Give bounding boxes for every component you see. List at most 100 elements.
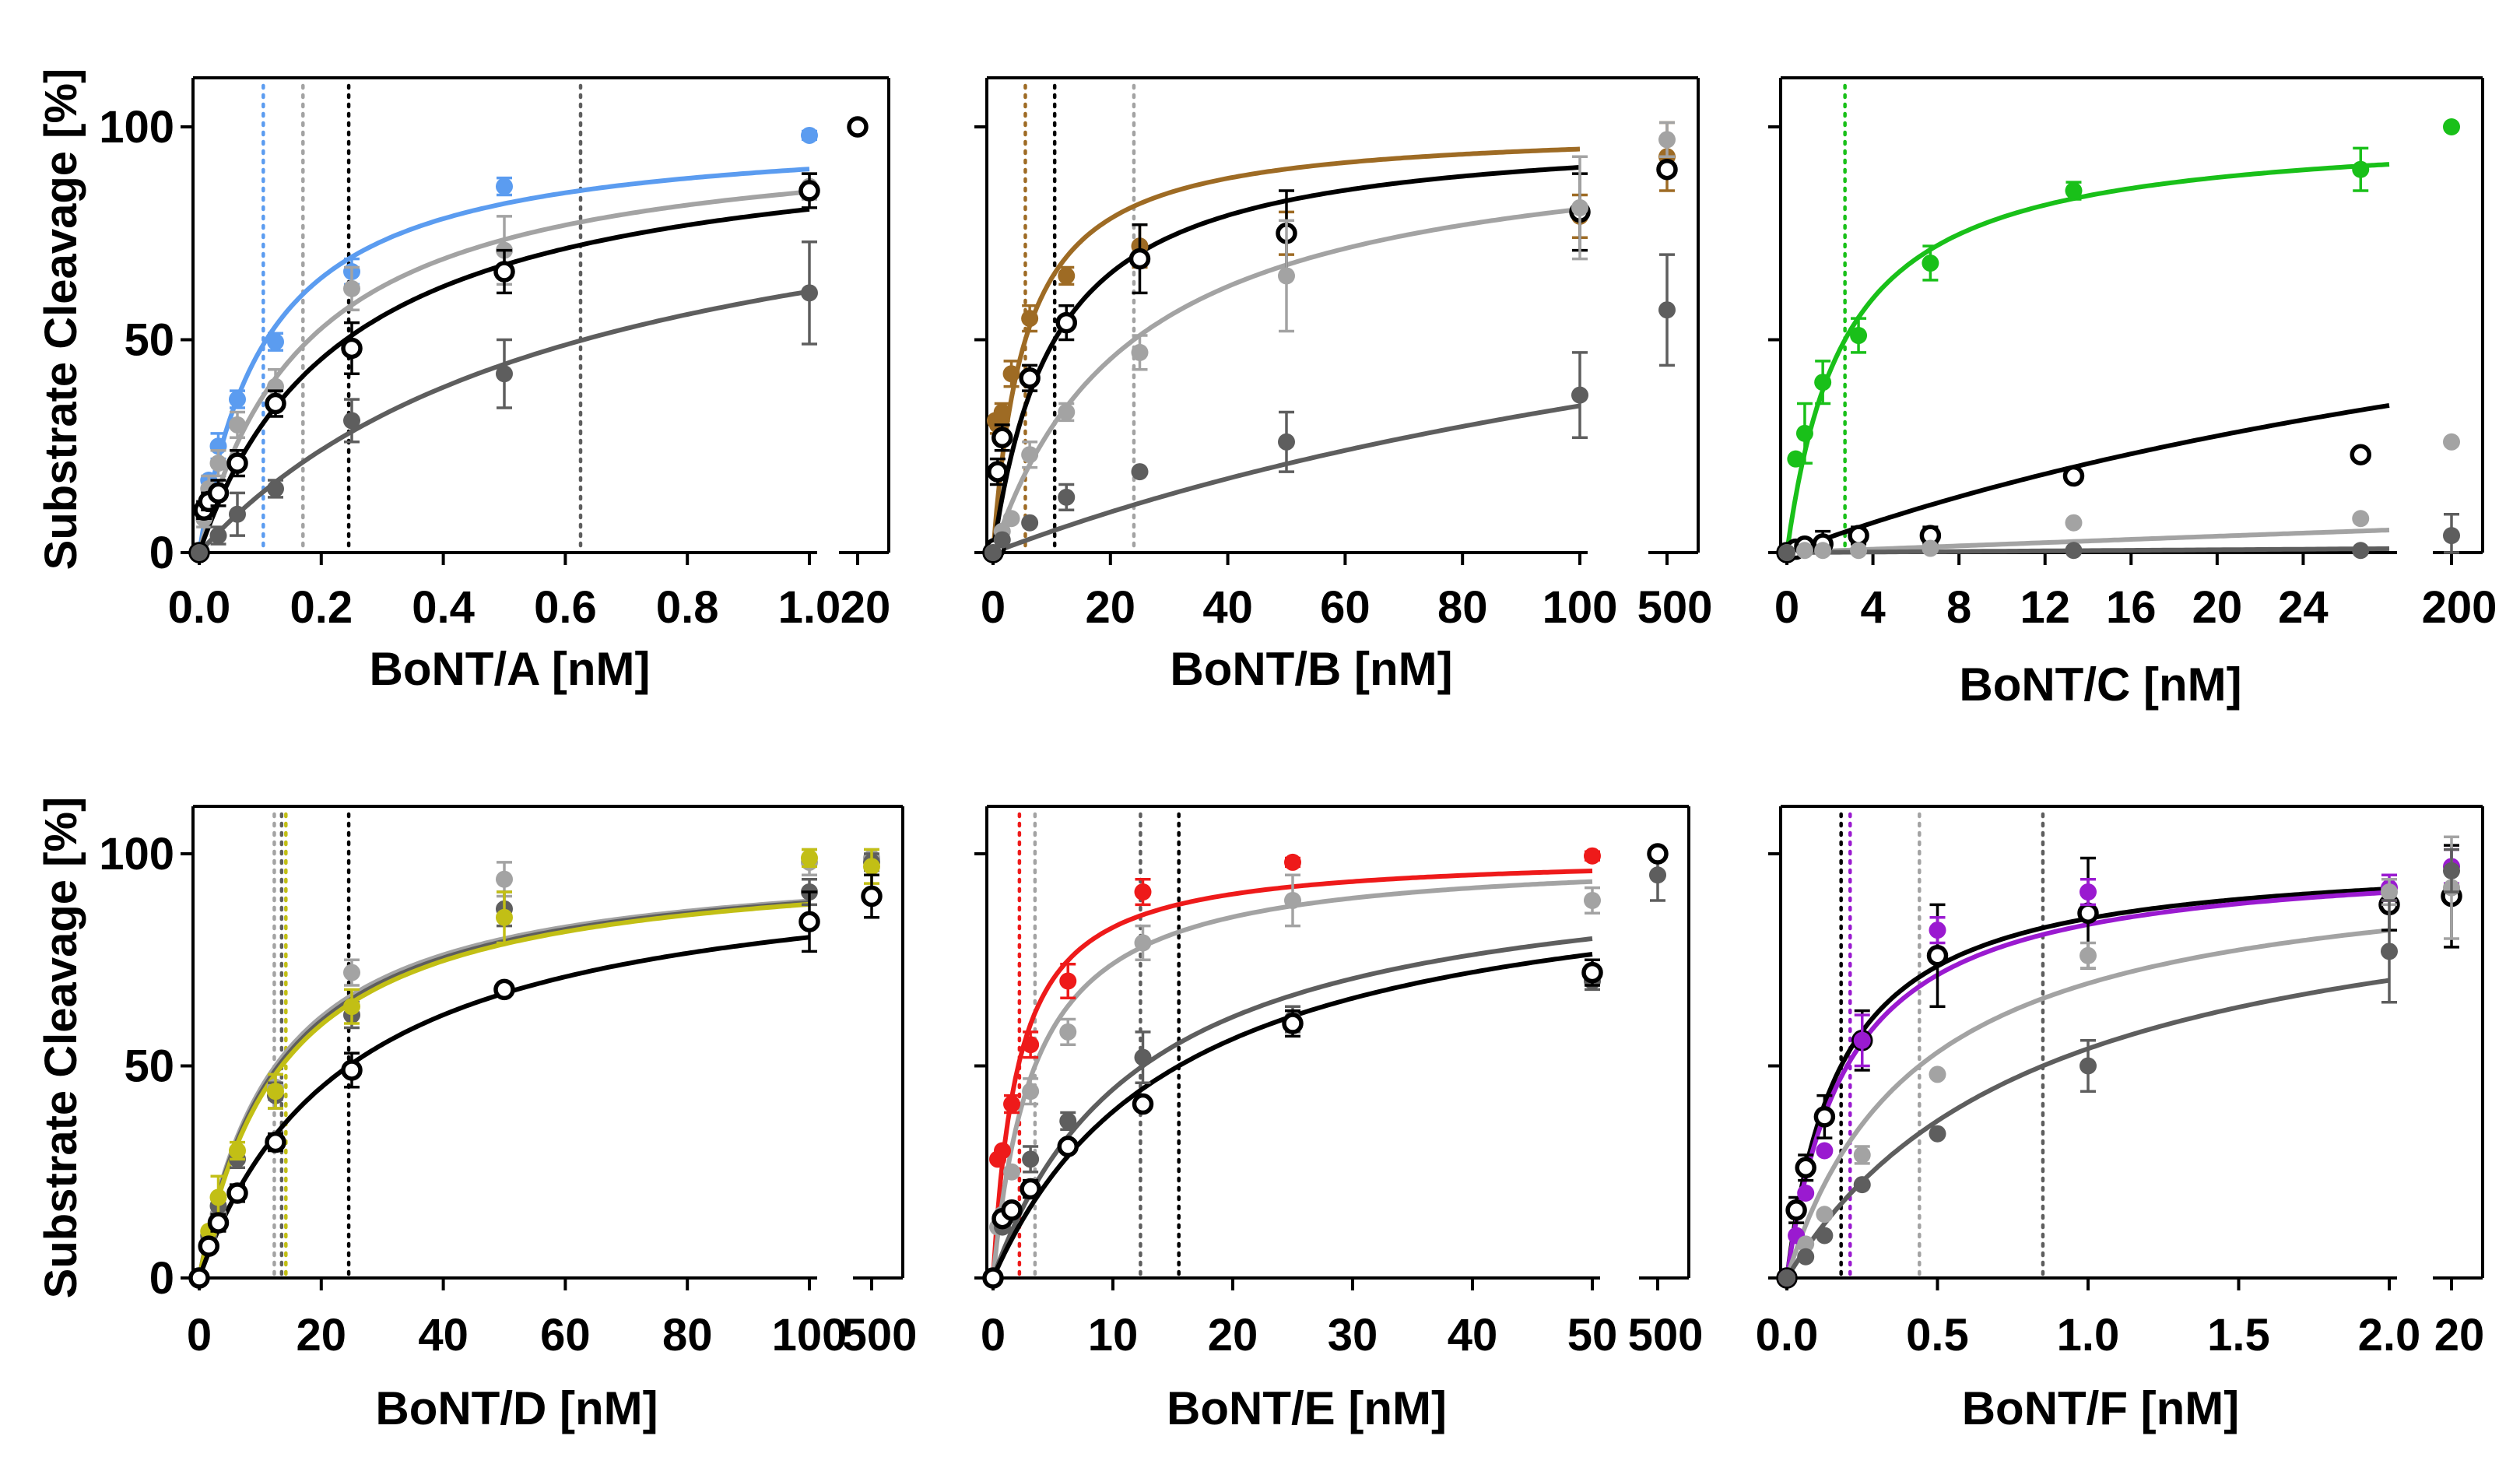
fit-curve-blue [197, 167, 810, 553]
data-point-light-gray [1058, 403, 1076, 421]
data-point-dark-gray [801, 284, 818, 302]
fit-curve-dark-gray [1787, 546, 2390, 555]
x-tick-label: 40 [1202, 582, 1253, 633]
break-point-green [2443, 118, 2460, 135]
data-point-dark-gray [1278, 433, 1295, 451]
x-tick-label: 0 [981, 1310, 1006, 1360]
data-point-red [994, 1142, 1012, 1160]
data-point-red [1059, 972, 1077, 990]
fit-curve-light-gray [1786, 528, 2390, 555]
panel-bont-e: 0 10 20 30 40 50 500 BoNT/E [nM] [974, 805, 1703, 1434]
y-tick-label: 100 [99, 829, 174, 879]
x-tick-label: 4 [1860, 582, 1885, 633]
data-point-light-gray [343, 279, 360, 297]
x-tick-label: 0 [981, 582, 1006, 633]
break-point-black-open [847, 116, 869, 138]
data-point-dark-gray [1022, 1150, 1040, 1168]
panel-bont-f: 0.0 0.5 1.0 1.5 2.0 20 BoNT/F [nM] [1756, 805, 2484, 1434]
x-axis-title: BoNT/E [nM] [1167, 1382, 1447, 1434]
data-point-dark-gray [2381, 943, 2398, 960]
x-tick-label: 60 [1320, 582, 1371, 633]
data-point-light-gray [496, 870, 513, 888]
y-tick-label: 0 [149, 1253, 174, 1304]
data-point-light-gray [1795, 542, 1813, 560]
fit-curve-red [991, 869, 1593, 1279]
data-point-dark-gray [1778, 1269, 1795, 1287]
data-point-light-gray [1003, 1163, 1021, 1181]
data-point-green [2352, 160, 2370, 178]
x-tick-label: 80 [1437, 582, 1488, 633]
data-point-light-gray [1922, 539, 1939, 557]
data-point-light-gray [209, 455, 227, 472]
x-tick-label: 0.0 [168, 582, 231, 633]
x-tick-label: 0.4 [412, 582, 475, 633]
data-point-light-gray [343, 964, 360, 981]
x-tick-label: 10 [1088, 1310, 1139, 1360]
x-tick-label: 20 [297, 1310, 347, 1360]
data-point-black-open [198, 1235, 219, 1257]
data-point-red [1284, 853, 1301, 871]
data-point-black-open [1055, 311, 1077, 334]
data-point-dark-gray [343, 412, 360, 430]
data-point-light-gray [1571, 198, 1588, 216]
data-point-light-gray [2065, 514, 2083, 532]
data-point-light-gray [1059, 1023, 1077, 1041]
data-point-light-gray [2352, 510, 2370, 528]
data-point-dark-gray [1778, 544, 1795, 561]
data-point-light-gray [1021, 446, 1039, 464]
x-break-tick-label: 200 [2422, 582, 2497, 633]
data-point-green [1922, 255, 1939, 272]
data-point-dark-gray [2352, 542, 2370, 560]
data-point-dark-gray [229, 505, 246, 523]
x-tick-label: 16 [2106, 582, 2157, 633]
x-tick-label: 0.2 [290, 582, 353, 633]
data-point-brown [1002, 365, 1020, 383]
data-point-dark-gray [2065, 542, 2083, 560]
data-point-black-open [992, 427, 1013, 449]
data-point-black-open [1282, 1013, 1304, 1034]
x-axis-title: BoNT/A [nM] [370, 643, 651, 695]
data-point-light-gray [1131, 343, 1149, 361]
data-point-blue [496, 177, 513, 195]
x-tick-label: 0 [1774, 582, 1799, 633]
break-point-dark-gray [2443, 862, 2460, 879]
data-point-yellow [343, 998, 360, 1016]
x-tick-label: 20 [1086, 582, 1136, 633]
data-point-light-gray [1284, 891, 1301, 909]
x-tick-label: 20 [1208, 1310, 1258, 1360]
x-tick-label: 40 [418, 1310, 469, 1360]
y-axis-title-top: Substrate Cleavage [%] [36, 68, 86, 570]
x-axis-title: BoNT/D [nM] [375, 1382, 658, 1434]
data-point-brown [993, 403, 1011, 421]
data-point-brown [1021, 310, 1039, 328]
data-point-blue [229, 391, 246, 409]
y-tick-label: 0 [149, 528, 174, 578]
fit-curve-dark-gray [197, 900, 810, 1279]
data-point-black-open [188, 1267, 210, 1289]
fit-curve-light-gray [991, 879, 1593, 1279]
data-point-red [1003, 1095, 1021, 1113]
data-point-light-gray [1816, 1206, 1834, 1223]
break-point-light-gray [1658, 131, 1676, 149]
x-tick-label: 100 [772, 1310, 848, 1360]
fit-curve-dark-gray [991, 936, 1593, 1280]
data-point-blue [267, 333, 284, 351]
data-point-light-gray [1929, 1065, 1946, 1083]
data-point-red [1584, 847, 1601, 865]
fit-curve-brown [991, 146, 1581, 553]
x-tick-label: 24 [2278, 582, 2329, 633]
data-point-dark-gray [1929, 1125, 1946, 1143]
x-tick-label: 1.5 [2207, 1310, 2270, 1360]
data-point-black-open [982, 1267, 1004, 1289]
data-point-black-open [207, 1212, 230, 1234]
x-break-tick-label: 500 [842, 1310, 918, 1360]
data-point-black-open [341, 337, 363, 360]
data-point-black-open [226, 452, 248, 474]
data-point-black-open [265, 1131, 286, 1153]
data-point-light-gray [2080, 946, 2097, 964]
data-point-yellow [267, 1083, 284, 1101]
data-point-light-gray [1022, 1083, 1040, 1101]
y-tick-label: 50 [124, 315, 174, 366]
data-point-green [1787, 450, 1805, 468]
